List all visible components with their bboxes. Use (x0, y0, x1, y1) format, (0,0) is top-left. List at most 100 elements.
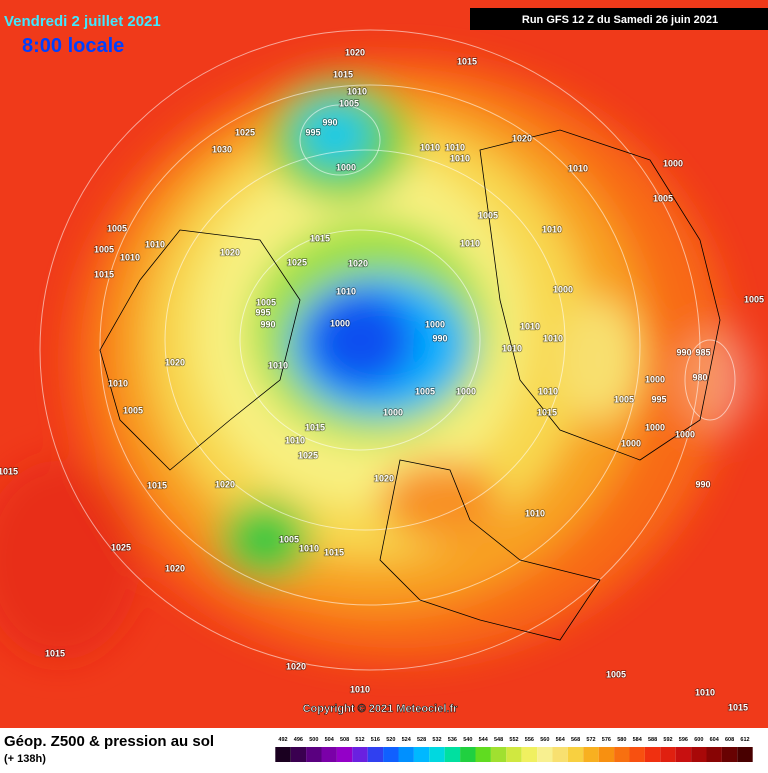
isobar-label: 995 (651, 394, 666, 404)
scale-label: 584 (633, 737, 643, 743)
scale-swatch (691, 747, 707, 762)
isobar-label: 1020 (215, 479, 235, 489)
scale-swatch (475, 747, 491, 762)
geopotential-field (0, 60, 755, 660)
isobar-label: 1010 (336, 286, 356, 296)
isobar-label: 990 (695, 479, 710, 489)
isobar-label: 1005 (478, 210, 498, 220)
scale-swatch (660, 747, 676, 762)
isobar-label: 1010 (695, 687, 715, 697)
time-title: 8:00 locale (22, 35, 124, 57)
scale-swatch (614, 747, 630, 762)
isobar-label: 1015 (457, 56, 477, 66)
isobar-label: 1000 (456, 386, 476, 396)
scale-label: 540 (463, 737, 472, 743)
scale-label: 588 (648, 737, 657, 743)
scale-label: 596 (679, 737, 688, 743)
isobar-label: 1020 (165, 357, 185, 367)
scale-swatch (413, 747, 430, 762)
scale-swatch (352, 747, 368, 762)
isobar-label: 1005 (123, 405, 143, 415)
scale-label: 592 (663, 737, 672, 743)
isobar-label: 1020 (348, 258, 368, 268)
isobar-label: 1020 (374, 473, 394, 483)
scale-swatch (490, 747, 507, 762)
scale-label: 548 (494, 737, 503, 743)
isobar-label: 1000 (425, 319, 445, 329)
isobar-label: 1010 (542, 224, 562, 234)
scale-label: 560 (540, 737, 549, 743)
scale-swatch (706, 747, 722, 762)
scale-label: 604 (710, 737, 720, 743)
isobar-label: 1010 (285, 435, 305, 445)
scale-label: 576 (602, 737, 611, 743)
isobar-label: 1000 (336, 162, 356, 172)
scale-label: 600 (694, 737, 703, 743)
isobar-label: 1015 (147, 480, 167, 490)
isobar-label: 1010 (445, 142, 465, 152)
isobar-label: 1010 (145, 239, 165, 249)
isobar-label: 1010 (543, 333, 563, 343)
isobar-label: 995 (255, 307, 270, 317)
isobar-label: 1010 (450, 153, 470, 163)
isobar-label: 1005 (606, 669, 626, 679)
isobar-label: 1010 (350, 684, 370, 694)
isobar-label: 990 (260, 319, 275, 329)
scale-label: 496 (294, 737, 303, 743)
isobar-label: 1010 (268, 360, 288, 370)
color-scale: 492 496 500 504 508 512 516 520 524 528 532 536 540 5… (275, 737, 753, 762)
scale-label: 544 (479, 737, 489, 743)
isobar-label: 1005 (339, 98, 359, 108)
isobar-label: 1030 (212, 144, 232, 154)
isobar-label: 1000 (645, 374, 665, 384)
isobar-label: 1010 (568, 163, 588, 173)
scale-label: 504 (325, 737, 335, 743)
isobar-label: 1010 (420, 142, 440, 152)
isobar-label: 1010 (120, 252, 140, 262)
isobar-label: 1015 (324, 547, 344, 557)
isobar-label: 1015 (45, 648, 65, 658)
isobar-label: 1015 (305, 422, 325, 432)
scale-swatch (552, 747, 568, 762)
isobar-label: 1000 (621, 438, 641, 448)
scale-label: 512 (355, 737, 364, 743)
isobar-label: 1020 (165, 563, 185, 573)
isobar-label: 1005 (256, 297, 276, 307)
scale-label: 524 (402, 737, 412, 743)
scale-swatch (444, 747, 461, 762)
isobar-label: 1005 (279, 534, 299, 544)
isobar-label: 1000 (663, 158, 683, 168)
scale-label: 500 (309, 737, 318, 743)
isobar-label: 1010 (108, 378, 128, 388)
scale-swatch (737, 747, 753, 762)
isobar-label: 1020 (220, 247, 240, 257)
isobar-label: 990 (432, 333, 447, 343)
isobar-label: 1010 (502, 343, 522, 353)
isobar-label: 1025 (287, 257, 307, 267)
run-info: Run GFS 12 Z du Samedi 26 juin 2021 (522, 14, 718, 26)
isobar-label: 1000 (383, 407, 403, 417)
isobar-label: 990 (676, 347, 691, 357)
run-banner (470, 8, 768, 30)
scale-swatch (598, 747, 615, 762)
isobar-label: 1005 (415, 386, 435, 396)
isobar-label: 1010 (299, 543, 319, 553)
scale-swatch (275, 747, 291, 762)
scale-swatch (290, 747, 307, 762)
isobar-label: 1005 (107, 223, 127, 233)
scale-swatch (675, 747, 692, 762)
isobar-label: 1000 (675, 429, 695, 439)
scale-swatch (306, 747, 322, 762)
isobar-label: 1010 (525, 508, 545, 518)
isobar-label: 1015 (310, 233, 330, 243)
forecast-lead: (+ 138h) (4, 753, 46, 765)
isobar-label: 1015 (728, 702, 748, 712)
isobar-label: 1000 (330, 318, 350, 328)
isobar-label: 1020 (512, 133, 532, 143)
scale-label: 568 (571, 737, 580, 743)
isobar-label: 1015 (0, 466, 18, 476)
scale-label: 552 (509, 737, 518, 743)
scale-swatch (460, 747, 476, 762)
scale-label: 564 (556, 737, 566, 743)
